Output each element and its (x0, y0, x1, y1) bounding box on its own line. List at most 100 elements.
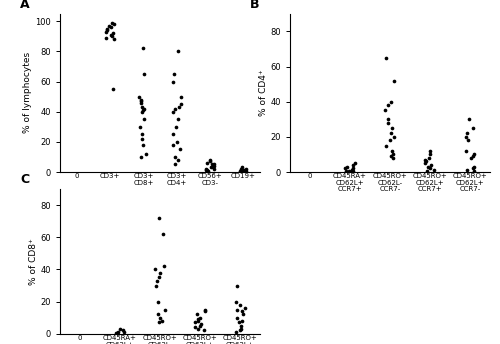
Point (172, 139, 180, 144)
Point (468, 125, 476, 131)
Point (238, 323, 246, 329)
Y-axis label: % of CD4⁺: % of CD4⁺ (258, 69, 268, 116)
Point (238, 312, 246, 317)
Point (382, 143, 390, 148)
Point (382, 55, 390, 61)
Point (238, 165, 246, 170)
Point (136, 98, 144, 104)
Point (234, 283, 241, 288)
Point (120, 329, 128, 335)
Point (137, 97, 145, 103)
Point (196, 315, 204, 320)
Point (348, 168, 356, 173)
Point (234, 320, 242, 325)
Text: C: C (20, 173, 29, 186)
Point (207, 165, 215, 170)
Point (424, 164, 432, 170)
Point (232, 299, 240, 304)
Point (210, 162, 218, 167)
Point (241, 305, 249, 311)
Point (388, 99, 396, 105)
Point (348, 168, 356, 173)
Point (152, 283, 160, 288)
Point (136, 94, 143, 99)
Point (194, 312, 202, 317)
Point (160, 232, 168, 237)
Point (469, 166, 477, 171)
Point (464, 138, 472, 143)
Point (109, 86, 117, 92)
Point (170, 71, 178, 77)
Point (470, 168, 478, 174)
Point (341, 166, 349, 171)
Point (169, 109, 177, 115)
Point (140, 46, 147, 51)
Point (426, 148, 434, 154)
Point (343, 164, 351, 170)
Point (201, 309, 209, 314)
Point (114, 329, 122, 335)
Point (240, 168, 248, 173)
Point (170, 131, 177, 137)
Point (238, 168, 246, 173)
Point (351, 160, 359, 166)
Point (206, 159, 214, 164)
Point (110, 22, 118, 27)
Point (107, 32, 115, 37)
Point (422, 159, 430, 164)
Y-axis label: % of lymphocytes: % of lymphocytes (24, 52, 32, 133)
Point (194, 316, 202, 322)
Point (171, 106, 179, 111)
Point (210, 163, 218, 169)
Point (168, 142, 176, 148)
Point (172, 124, 180, 130)
Point (206, 157, 214, 163)
Point (462, 168, 470, 173)
Point (468, 155, 475, 161)
Point (463, 131, 471, 136)
Point (108, 20, 116, 25)
Point (384, 117, 392, 122)
Point (390, 134, 398, 140)
Point (109, 31, 117, 36)
Point (202, 166, 210, 172)
Point (469, 153, 477, 159)
Point (197, 321, 205, 327)
Point (384, 120, 392, 126)
Point (242, 166, 250, 172)
Point (158, 318, 166, 324)
Point (388, 131, 396, 136)
Point (138, 107, 146, 113)
Point (470, 152, 478, 157)
Point (174, 49, 182, 54)
Point (238, 318, 246, 324)
Point (388, 152, 396, 157)
Point (238, 166, 246, 172)
Point (103, 26, 111, 32)
Point (421, 157, 429, 162)
Point (139, 142, 147, 148)
Point (382, 108, 390, 113)
Text: A: A (20, 0, 30, 11)
Point (236, 169, 244, 174)
Point (142, 151, 150, 157)
Point (238, 168, 246, 173)
Point (425, 155, 433, 161)
Point (107, 24, 115, 30)
Point (465, 117, 473, 122)
Point (138, 109, 145, 115)
Point (390, 78, 398, 83)
Point (174, 157, 182, 163)
Point (119, 328, 127, 333)
Point (204, 160, 212, 166)
Point (191, 320, 199, 325)
Point (140, 71, 148, 77)
Point (349, 162, 357, 168)
Point (136, 100, 144, 105)
Point (116, 326, 124, 332)
Point (170, 154, 178, 160)
Point (426, 166, 434, 171)
Point (156, 315, 164, 320)
Point (424, 168, 432, 174)
Point (430, 168, 438, 173)
